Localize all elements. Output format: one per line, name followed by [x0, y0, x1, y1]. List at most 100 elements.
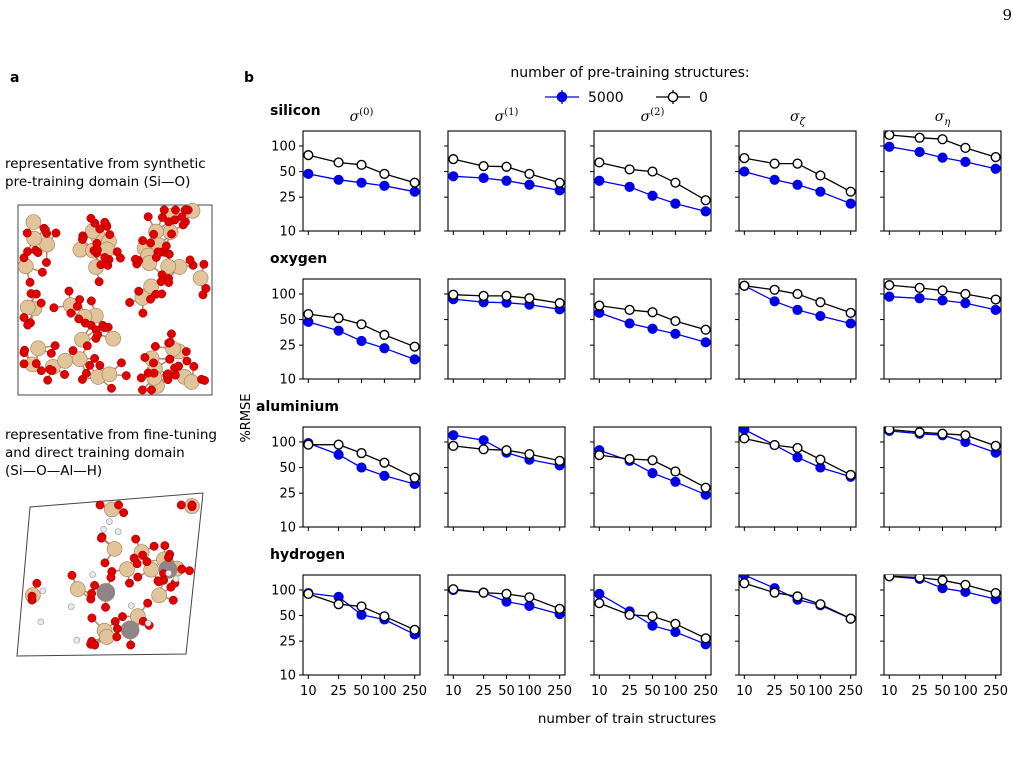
oxygen-atom	[165, 337, 175, 347]
data-point-scratch	[501, 588, 512, 599]
data-point-scratch	[815, 599, 826, 610]
panel-silicon-4	[880, 130, 1002, 235]
oxygen-atom	[115, 253, 125, 263]
caption-bottom-line-2: and direct training domain	[5, 445, 185, 461]
x-tick-label: 50	[934, 684, 951, 699]
oxygen-atom	[75, 295, 85, 305]
oxygen-atom	[92, 245, 102, 255]
oxygen-atom	[85, 360, 95, 370]
y-tick-label: 10	[279, 225, 296, 240]
panel-hydrogen-4: 10 25 50 100 250	[880, 574, 1008, 699]
oxygen-atom	[50, 341, 60, 351]
y-axis-label: %RMSE	[239, 393, 254, 442]
oxygen-atom	[176, 500, 186, 510]
oxygen-atom	[154, 577, 164, 587]
silica-structure-cell	[17, 204, 213, 396]
data-point-scratch	[647, 611, 658, 622]
data-point-scratch	[845, 186, 856, 197]
oxygen-atom	[160, 541, 170, 551]
panel-hydrogen-2: 10 25 50 100 250	[590, 574, 718, 699]
oxygen-atom	[168, 595, 178, 605]
oxygen-atom	[100, 323, 109, 333]
data-point-pretrained	[624, 318, 635, 329]
oxygen-atom	[74, 314, 84, 324]
panel-oxygen-1	[444, 278, 566, 383]
x-tick-label: 25	[621, 684, 638, 699]
oxygen-atom	[20, 345, 30, 355]
panel-data	[739, 575, 856, 624]
data-point-pretrained	[478, 435, 489, 446]
row-title-aluminium: aluminium	[256, 399, 339, 415]
oxygen-atom	[87, 589, 97, 598]
panel-a-label: a	[10, 70, 19, 86]
data-point-pretrained	[448, 171, 459, 182]
data-point-scratch	[815, 454, 826, 465]
data-point-scratch	[448, 440, 459, 451]
oxygen-atom	[96, 533, 106, 543]
data-point-pretrained	[333, 449, 344, 460]
column-header-4: ση	[935, 109, 951, 128]
data-point-pretrained	[792, 179, 803, 190]
oxygen-atom	[90, 353, 100, 363]
caption-bottom-line-1: representative from fine-tuning	[5, 427, 217, 443]
caption-bottom-line-3: (Si—O—Al—H)	[5, 463, 102, 479]
data-point-scratch	[501, 445, 512, 456]
data-point-scratch	[356, 319, 367, 330]
x-tick-label: 250	[547, 684, 572, 699]
y-tick-label: 25	[279, 339, 296, 354]
oxygen-atom	[167, 229, 177, 239]
data-point-pretrained	[990, 163, 1001, 174]
data-point-scratch	[937, 285, 948, 296]
oxygen-atom	[103, 260, 113, 270]
y-tick-label: 50	[279, 461, 296, 476]
oxygen-atom	[185, 566, 194, 576]
data-point-pretrained	[356, 609, 367, 620]
panel-hydrogen-3: 10 25 50 100 250	[735, 574, 863, 699]
data-point-pretrained	[990, 304, 1001, 315]
oxygen-atom	[174, 361, 184, 371]
data-point-scratch	[409, 472, 420, 483]
oxygen-atom	[151, 289, 161, 299]
data-point-scratch	[647, 166, 658, 177]
oxygen-atom	[170, 370, 180, 380]
panel-data	[739, 280, 856, 329]
aluminium-atom	[96, 583, 116, 602]
oxygen-atom	[87, 613, 97, 623]
panel-data	[594, 157, 711, 217]
y-tick-label: 50	[279, 609, 296, 624]
y-tick-label: 100	[271, 287, 296, 302]
data-point-pretrained	[409, 354, 420, 365]
data-point-scratch	[303, 150, 314, 161]
data-point-scratch	[700, 195, 711, 206]
panel-frame	[738, 426, 857, 528]
data-point-scratch	[884, 280, 895, 291]
silica-structure-image	[17, 203, 211, 395]
data-point-pretrained	[914, 146, 925, 158]
x-tick-label: 100	[517, 684, 542, 699]
panel-frame	[302, 426, 421, 528]
data-point-scratch	[379, 329, 390, 341]
data-point-scratch	[554, 603, 565, 614]
data-point-scratch	[884, 575, 895, 582]
data-point-pretrained	[356, 462, 367, 473]
data-point-pretrained	[333, 174, 344, 185]
data-point-pretrained	[303, 168, 314, 179]
y-tick-label: 10	[279, 669, 296, 684]
panel-data	[303, 437, 420, 490]
data-point-scratch	[990, 294, 1001, 305]
x-tick-label: 100	[372, 684, 397, 699]
oxygen-atom	[138, 550, 148, 560]
panel-frame	[447, 426, 566, 528]
data-point-scratch	[448, 289, 459, 300]
oxygen-atom	[46, 348, 56, 358]
oxygen-atom	[106, 573, 116, 582]
oxygen-atom	[171, 205, 181, 215]
oxygen-atom	[163, 369, 173, 379]
data-point-scratch	[333, 439, 344, 450]
data-point-scratch	[792, 442, 803, 454]
data-point-scratch	[845, 469, 856, 480]
data-point-scratch	[303, 308, 314, 320]
data-point-pretrained	[379, 470, 390, 481]
zeolite-structure-image	[25, 498, 200, 650]
oxygen-atom	[156, 277, 166, 287]
